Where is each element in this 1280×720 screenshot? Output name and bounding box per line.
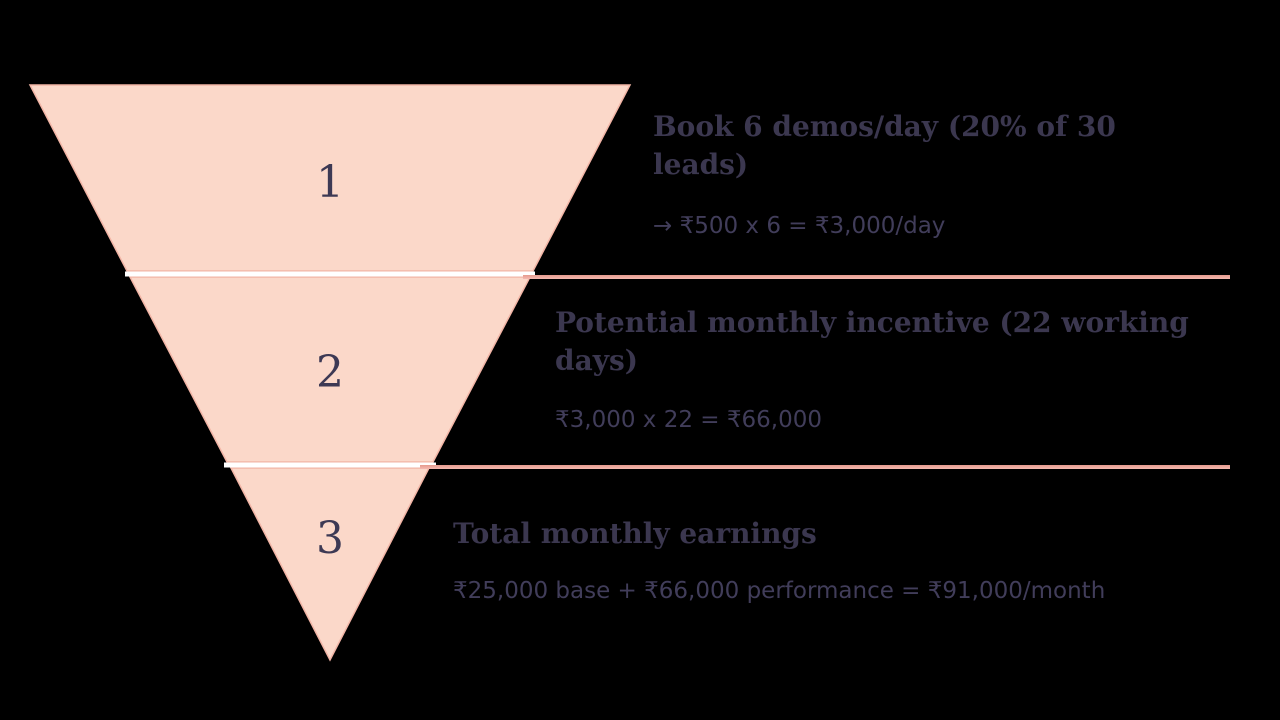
segment-3-number: 3 — [316, 513, 344, 564]
step-3-text-block: Total monthly earnings ₹25,000 base + ₹6… — [453, 515, 1243, 605]
step-2-heading: Potential monthly incentive (22 working … — [555, 306, 1189, 377]
divider-line-1 — [523, 275, 1230, 279]
segment-2-number: 2 — [316, 347, 344, 398]
step-3-heading: Total monthly earnings — [453, 517, 817, 550]
funnel-segment-3 — [229, 467, 431, 662]
step-2-detail: ₹3,000 x 22 = ₹66,000 — [555, 407, 822, 433]
step-1-detail: → ₹500 x 6 = ₹3,000/day — [653, 213, 946, 239]
step-3-detail: ₹25,000 base + ₹66,000 performance = ₹91… — [453, 578, 1106, 604]
segment-1-number: 1 — [316, 157, 344, 208]
step-1-text-block: Book 6 demos/day (20% of 30 leads) → ₹50… — [653, 108, 1173, 240]
funnel-segment-2 — [128, 276, 532, 463]
step-2-text-block: Potential monthly incentive (22 working … — [555, 304, 1235, 434]
step-1-heading: Book 6 demos/day (20% of 30 leads) — [653, 110, 1116, 181]
divider-line-2 — [420, 465, 1230, 469]
funnel-segment-1 — [28, 84, 632, 272]
